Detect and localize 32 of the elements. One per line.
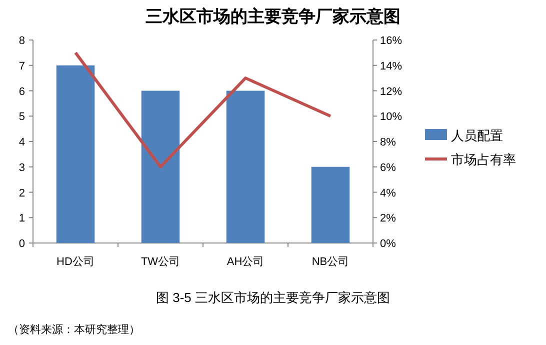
bar — [141, 90, 180, 243]
y2-tick-label: 14% — [380, 60, 402, 72]
chart-title: 三水区市场的主要竞争厂家示意图 — [146, 7, 400, 26]
y-tick-label: 2 — [18, 187, 25, 200]
y-tick-label: 6 — [18, 86, 25, 98]
y-tick-label: 7 — [18, 60, 25, 72]
text: （资料来源：本研究整理） — [8, 323, 140, 336]
y2-tick-label: 16% — [380, 35, 402, 47]
y-tick-label: 4 — [18, 136, 25, 148]
line-series — [74, 51, 332, 168]
legend-label: 人员配置 — [451, 128, 503, 143]
y2-tick-label: 10% — [380, 111, 402, 124]
y-tick-label: 5 — [18, 111, 25, 124]
x-tick-label: TW公司 — [140, 256, 180, 268]
y-tick-label: 8 — [18, 35, 25, 47]
caption: 图 3-5 三水区市场的主要竞争厂家示意图 — [156, 290, 390, 305]
legend-label: 市场占有率 — [451, 152, 516, 167]
y2-tick-label: 12% — [380, 86, 402, 98]
y-tick-label: 3 — [18, 162, 25, 174]
y2-tick-label: 0% — [380, 238, 396, 250]
y-tick-label: 0 — [18, 238, 25, 250]
bar — [311, 166, 350, 243]
y2-tick-label: 6% — [380, 162, 396, 174]
bar — [226, 90, 265, 243]
y-tick-label: 1 — [18, 212, 25, 225]
y2-tick-label: 8% — [380, 136, 396, 148]
x-tick-label: AH公司 — [226, 256, 264, 268]
x-tick-label: NB公司 — [312, 256, 350, 268]
y2-tick-label: 2% — [380, 212, 396, 225]
y2-tick-label: 4% — [380, 187, 396, 200]
x-tick-label: HD公司 — [56, 256, 94, 268]
bar — [56, 65, 95, 243]
